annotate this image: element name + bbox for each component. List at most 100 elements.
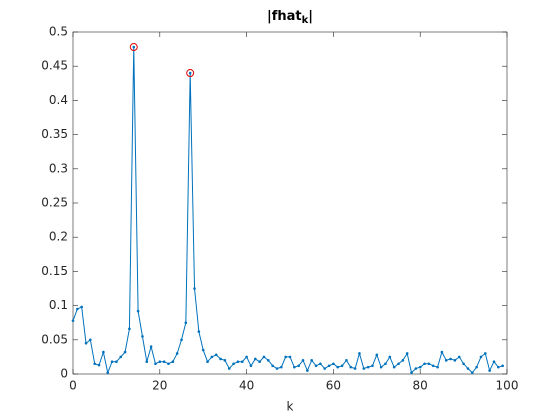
data-point [188, 71, 192, 75]
x-tick-label: 0 [69, 379, 77, 393]
data-point [227, 367, 231, 370]
data-point [405, 352, 409, 355]
chart-title: |fhatk| [267, 9, 313, 27]
data-point [201, 348, 205, 352]
x-tick-label: 40 [239, 379, 254, 393]
data-point [444, 359, 448, 362]
data-point [71, 319, 75, 322]
data-point [245, 355, 248, 359]
data-point [280, 365, 283, 369]
data-point [479, 355, 483, 359]
data-point [431, 364, 435, 368]
data-point [240, 360, 244, 363]
y-tick-label: 0.25 [41, 196, 68, 210]
data-point [171, 360, 175, 363]
data-point [488, 369, 491, 372]
data-point [288, 355, 292, 359]
data-point [306, 369, 309, 372]
data-point [418, 365, 422, 369]
data-point [154, 362, 157, 366]
y-tick-label: 0.45 [41, 59, 68, 73]
data-point [336, 365, 340, 369]
data-point [102, 350, 105, 354]
data-point [332, 362, 335, 366]
data-point [258, 360, 261, 363]
y-tick-label: 0.4 [49, 93, 68, 107]
data-point [128, 327, 131, 331]
x-tick-label: 20 [152, 379, 167, 393]
peak-marker [186, 69, 195, 78]
data-point [310, 359, 314, 362]
data-point [358, 352, 361, 355]
data-point [349, 365, 353, 369]
data-point [214, 353, 218, 357]
data-point [158, 360, 162, 363]
data-point [301, 359, 305, 362]
y-tick-label: 0.2 [49, 230, 68, 244]
data-point [436, 365, 439, 369]
data-point [253, 357, 257, 361]
data-point [379, 365, 383, 369]
data-point [184, 321, 188, 325]
y-tick-label: 0.5 [49, 25, 68, 39]
data-point [397, 362, 400, 366]
data-point [484, 352, 487, 355]
data-point [423, 362, 426, 366]
data-point [362, 367, 366, 370]
data-point [141, 335, 144, 338]
y-tick-label: 0.15 [41, 264, 68, 278]
data-point [76, 307, 79, 311]
data-point [497, 365, 500, 369]
data-point [475, 365, 478, 369]
data-point [314, 364, 318, 368]
data-point [197, 330, 201, 333]
data-point [123, 350, 127, 354]
data-point [297, 364, 300, 368]
data-point [206, 360, 209, 363]
data-point [462, 362, 465, 366]
data-point [501, 364, 504, 368]
data-line [72, 47, 503, 375]
data-point [232, 362, 235, 366]
data-point [132, 45, 136, 49]
data-point [167, 362, 170, 366]
data-point [410, 371, 413, 374]
data-point [267, 359, 270, 362]
data-point [319, 362, 322, 366]
x-axis-label: k [287, 400, 294, 414]
data-point [119, 355, 123, 359]
data-point [401, 359, 405, 362]
data-point [371, 364, 374, 368]
data-point [223, 359, 227, 362]
data-point [84, 341, 88, 345]
data-point [427, 362, 431, 366]
data-point [262, 355, 266, 359]
data-point [366, 365, 370, 369]
data-point [414, 367, 418, 370]
y-tick-label: 0.1 [49, 298, 68, 312]
data-point [327, 364, 331, 368]
data-point [271, 364, 274, 368]
data-point [449, 357, 452, 361]
data-point [175, 352, 179, 355]
data-point [375, 353, 379, 357]
y-tick-label: 0.05 [41, 332, 68, 346]
data-point [457, 355, 461, 359]
data-point [492, 360, 496, 363]
data-point [384, 362, 387, 366]
y-tick-label: 0.3 [49, 161, 68, 175]
data-point [249, 364, 253, 368]
data-point [340, 364, 344, 368]
data-point [353, 367, 357, 370]
x-tick-label: 60 [326, 379, 341, 393]
data-point [80, 305, 83, 309]
data-point [284, 355, 287, 359]
data-point [345, 359, 348, 362]
x-tick-label: 80 [413, 379, 428, 393]
data-point [293, 365, 296, 369]
data-point [275, 367, 279, 370]
data-point [440, 350, 444, 354]
data-point [97, 363, 101, 367]
data-point [93, 362, 96, 366]
